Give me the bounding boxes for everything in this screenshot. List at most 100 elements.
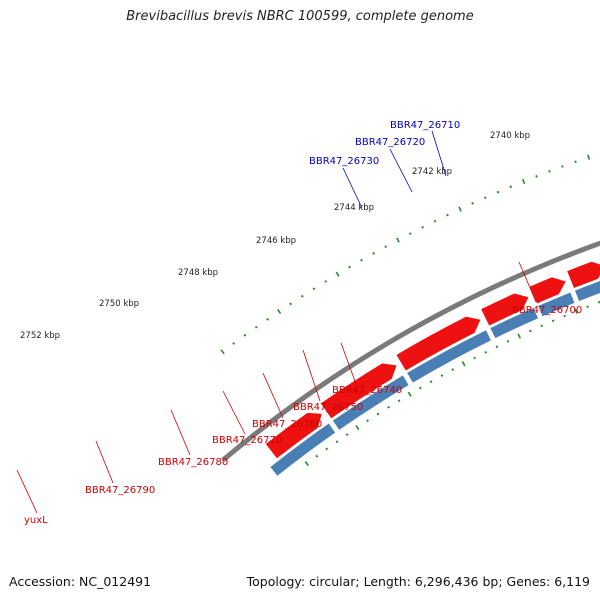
inner-tick-ring [304,300,600,467]
scale-label: 2740 kbp [490,131,530,141]
genome-title: Brevibacillus brevis NBRC 100599, comple… [126,9,474,24]
scale-tick [220,349,225,355]
forward-gene-arrow[interactable] [528,276,567,305]
scale-tick [335,271,340,277]
scale-tick [315,454,319,458]
scale-tick [574,308,578,314]
scale-tick [586,305,589,308]
scale-tick [563,314,566,318]
genome-summary-text: Topology: circular; Length: 6,296,436 bp… [246,574,590,589]
scale-tick [506,339,510,343]
forward-gene-arrow[interactable] [566,260,600,290]
scale-tick [289,302,293,306]
gene-label-forward[interactable]: BBR47_26780 [158,457,228,468]
gene-label-forward[interactable]: BBR47_26760 [252,419,322,430]
scale-tick [433,219,437,223]
label-connector-line [340,342,357,385]
scale-tick [548,170,551,173]
scale-tick [360,258,363,262]
scale-label: 2744 kbp [334,203,374,213]
backbone-line [221,240,600,463]
scale-tick [312,287,316,291]
scale-tick [408,232,412,235]
label-connector-line [170,409,191,456]
scale-tick [384,245,388,249]
gene-label-forward[interactable]: BBR47_26790 [85,485,155,496]
scale-tick [551,319,555,323]
forward-gene-arrow[interactable] [319,362,398,420]
scale-tick [446,213,449,217]
gene-label-forward[interactable]: BBR47_26750 [293,402,363,413]
gene-layer[interactable] [264,143,600,460]
scale-label: 2748 kbp [178,268,218,278]
label-connector-line [222,390,246,435]
forward-feature-band [537,291,576,318]
scale-tick [461,361,466,367]
gene-label-reverse[interactable]: BBR47_26720 [355,137,425,148]
label-connector-layer [16,130,537,514]
scale-tick [471,202,474,205]
scale-tick [372,252,375,255]
scale-tick [574,160,577,164]
forward-gene-arrow[interactable] [480,292,530,327]
scale-tick [458,206,462,212]
scale-tick [421,225,424,229]
scale-label: 2752 kbp [20,331,60,341]
gene-label-reverse[interactable]: BBR47_26730 [309,156,379,167]
scale-tick [396,237,400,243]
scale-tick [521,178,526,185]
gene-label-forward[interactable]: yuxL [24,515,48,526]
scale-tick [376,412,380,416]
scale-tick [300,294,304,298]
scale-tick [397,399,401,403]
label-connector-line [302,349,321,402]
scale-tick [266,317,270,321]
scale-tick [517,333,522,339]
scale-tick [345,433,349,436]
scale-label: 2750 kbp [99,299,139,309]
label-connector-line [431,130,447,177]
scale-tick [335,440,339,444]
accession-text: Accession: NC_012491 [9,574,152,589]
scale-tick [418,386,422,390]
scale-tick [387,405,390,409]
label-connector-line [518,261,537,303]
scale-label: 2746 kbp [256,236,296,246]
scale-tick [587,154,591,160]
scale-tick [535,175,538,178]
scale-tick [473,356,476,360]
scale-tick [348,265,351,269]
scale-tick [243,333,247,337]
scale-tick [407,391,412,397]
scale-tick [484,350,488,354]
forward-feature-band [406,329,492,384]
scale-tick [254,325,258,329]
scale-tick [304,461,310,467]
scale-tick [597,300,600,304]
label-connector-line [389,148,413,193]
outer-tick-ring [220,154,591,355]
scale-tick [509,185,513,189]
forward-gene-arrow[interactable] [395,315,482,372]
scale-tick [483,196,487,200]
gene-label-forward[interactable]: BBR47_26770 [212,435,282,446]
gene-label-reverse[interactable]: BBR47_26710 [390,120,460,131]
label-connector-line [342,167,363,209]
forward-gene-arrow[interactable] [264,412,323,460]
scale-tick [355,425,360,431]
gene-labels: BBR47_26710 BBR47_26720 BBR47_26730 BBR4… [24,120,582,526]
scale-tick [429,380,433,384]
forward-feature-band [331,374,410,431]
scale-tick [529,329,532,333]
scale-tick [232,342,236,345]
scale-label: 2742 kbp [412,167,452,177]
label-connector-line [262,372,284,419]
forward-feature-band [269,422,337,477]
scale-tick [324,280,328,283]
gene-label-forward[interactable]: BBR47_26740 [332,385,402,396]
scale-tick [561,165,564,168]
scale-tick [366,419,370,423]
scale-tick [440,374,444,377]
gene-label-forward[interactable]: BBR47_26700 [512,305,582,316]
